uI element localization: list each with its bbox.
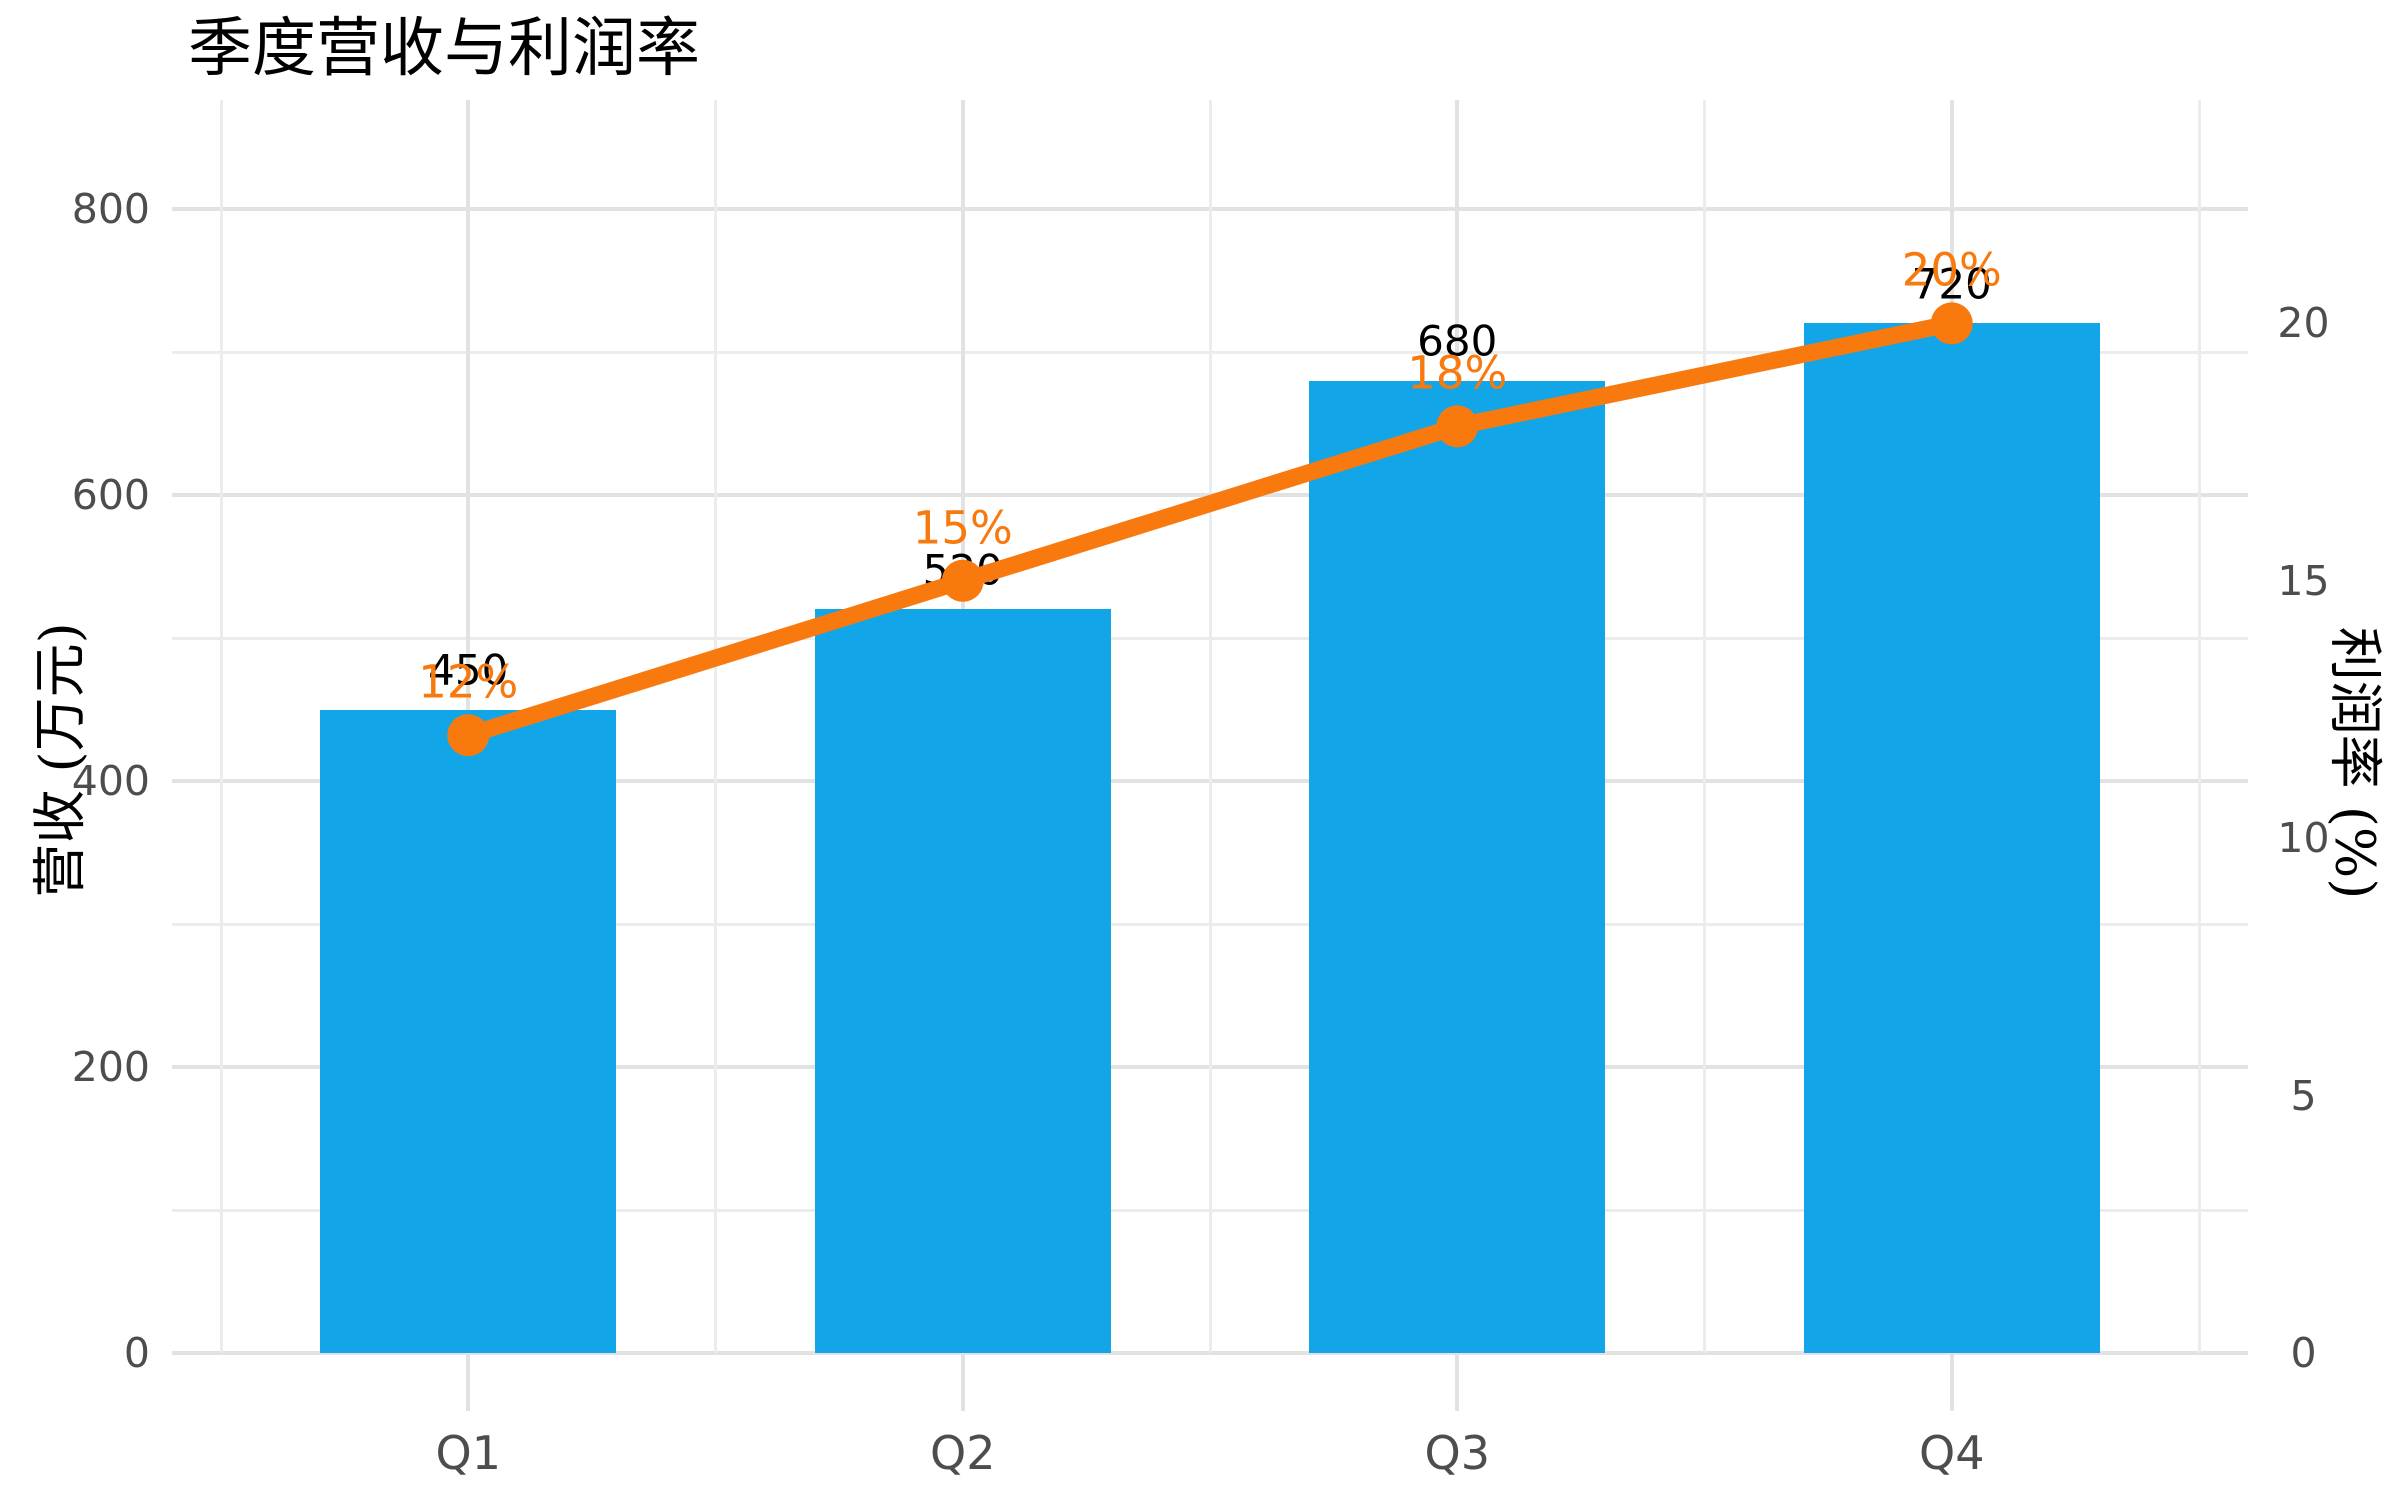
y-left-tick-label: 0 [123,1329,150,1377]
x-tick-label: Q3 [1424,1426,1490,1480]
y-right-tick-label: 5 [2290,1071,2317,1120]
v-gridline-minor [219,100,223,1353]
y-left-tick-label: 200 [71,1043,150,1091]
y-left-tick-label: 800 [71,185,150,233]
revenue-bar [814,609,1111,1353]
revenue-bar [320,709,617,1353]
x-tick-label: Q4 [1919,1426,1985,1480]
x-tick-mark [466,1355,471,1411]
revenue-bar-label: 720 [1911,259,1992,309]
profit-point-label: 18% [1407,346,1508,400]
y-right-tick-label: 15 [2277,556,2330,605]
v-gridline-minor [714,100,717,1353]
y-left-tick-label: 600 [71,471,150,519]
chart-title: 季度营收与利润率 [188,12,700,86]
revenue-bar [1803,323,2100,1353]
y-right-tick-label: 20 [2277,299,2330,348]
y-left-tick-label: 400 [71,757,150,805]
x-tick-mark [1949,1355,1954,1411]
y-right-tick-label: 0 [2290,1329,2317,1377]
h-gridline-major [172,1351,2248,1355]
v-gridline-minor [1208,100,1212,1353]
v-gridline-minor [1703,100,1706,1353]
x-tick-label: Q1 [435,1426,501,1480]
x-tick-mark [960,1355,965,1411]
v-gridline-minor [2197,100,2201,1353]
profit-point-label: 12% [418,655,519,709]
revenue-bar [1309,380,1606,1353]
x-tick-mark [1455,1355,1460,1411]
profit-point-label: 15% [912,501,1013,555]
x-tick-label: Q2 [930,1426,996,1480]
y-right-tick-label: 10 [2277,814,2330,863]
profit-point-label: 20% [1901,243,2002,297]
